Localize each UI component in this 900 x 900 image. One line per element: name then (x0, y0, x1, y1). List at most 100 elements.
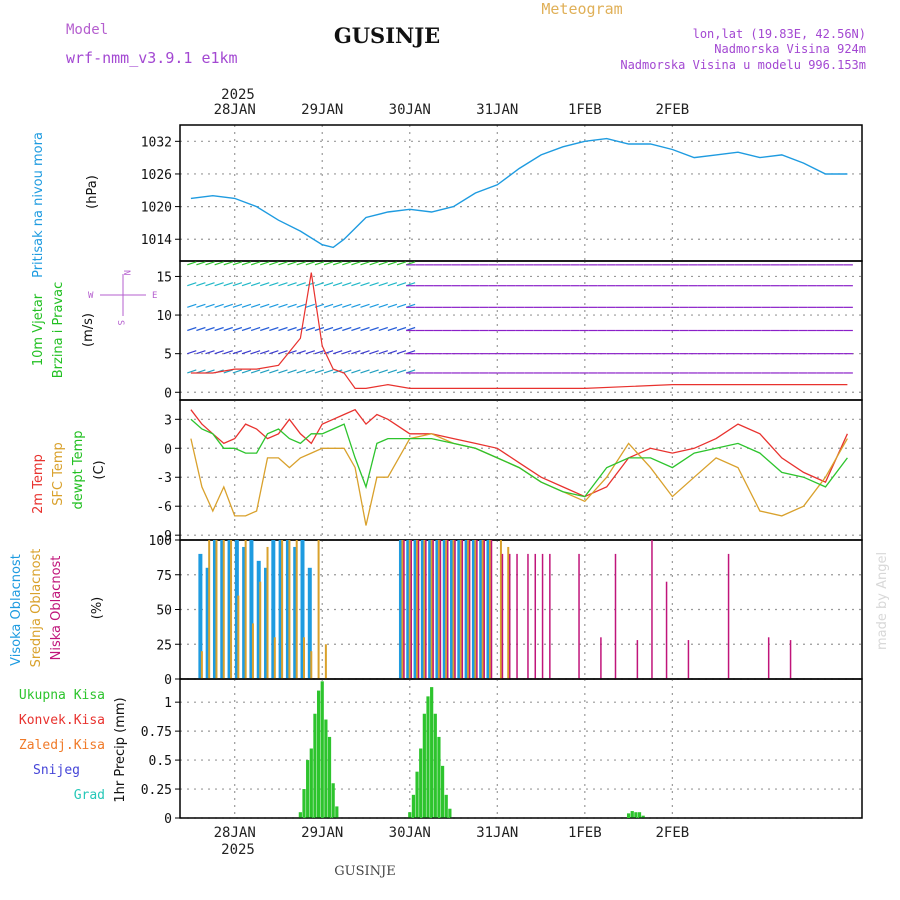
low-cloud-bar (651, 540, 653, 679)
bottom-date-label: 29JAN (301, 825, 343, 841)
wind-arrow (278, 303, 288, 308)
wind-arrow (323, 261, 334, 266)
sfc-temp-line (190, 433, 848, 526)
wind-arrow (369, 303, 379, 308)
high-cloud-bar (398, 540, 403, 679)
wind-arrow (360, 369, 370, 374)
compass-east: E (152, 291, 157, 301)
precip-bar (634, 812, 638, 818)
wind-arrow (314, 261, 325, 266)
mid-cloud-bar (230, 540, 233, 679)
wind-arrow (232, 303, 243, 308)
temp-label-sfc: SFC Temp (51, 442, 66, 506)
wind-arrow (214, 261, 224, 266)
mid-cloud-bar (259, 581, 262, 679)
wind-arrow (323, 303, 334, 308)
y-tick-label: 0 (164, 812, 172, 827)
low-cloud-bar (578, 553, 580, 679)
mid-cloud-bar (310, 651, 313, 679)
precip-bar (440, 765, 445, 818)
low-cloud-bar (461, 540, 464, 679)
wind-arrow (196, 350, 206, 355)
precip-bar (335, 806, 339, 818)
wind-arrow (351, 369, 361, 374)
compass-west: W (88, 291, 94, 301)
wind-arrow (241, 350, 252, 355)
wind-arrow (342, 261, 352, 266)
precip-bar (630, 811, 634, 818)
wind-arrow (223, 282, 233, 287)
wind-arrow (260, 261, 270, 266)
wind-arrow (287, 261, 297, 266)
precip-bar (637, 812, 642, 818)
wind-arrow (214, 282, 224, 287)
low-cloud-bar (665, 581, 668, 679)
compass-rose: W E N S (88, 270, 157, 325)
product-label: Meteogram (541, 0, 622, 18)
precip-bar (302, 789, 306, 818)
wind-arrow (305, 369, 316, 374)
wind-unit: (m/s) (81, 313, 96, 347)
wind-arrow (223, 261, 233, 266)
precip-bar (313, 713, 317, 818)
bottom-time-axis: 28JAN 29JAN 30JAN 31JAN 1FEB 2FEB (214, 825, 690, 841)
precip-bar (419, 748, 423, 818)
plot-area: 1014102010261032051015-9-6-3030255075100… (141, 124, 863, 827)
mid-cloud-bar (317, 540, 320, 679)
precip-bar (316, 690, 321, 818)
wind-arrow (314, 369, 325, 374)
page-title: GUSINJE (334, 23, 440, 48)
wind-arrow (378, 326, 388, 332)
high-cloud-bar (249, 540, 254, 679)
y-tick-label: 1 (164, 696, 172, 711)
top-date-label: 31JAN (476, 102, 518, 118)
wind-arrow (278, 369, 288, 374)
precip-bar (411, 794, 416, 818)
wind-arrow (223, 303, 233, 308)
high-cloud-bar (300, 540, 305, 679)
mid-cloud-bar (467, 540, 470, 679)
wind-arrow (187, 326, 197, 332)
low-cloud-bar (446, 540, 449, 679)
wind-arrow (187, 303, 197, 308)
high-cloud-bar (264, 567, 269, 679)
wind-arrow (232, 369, 243, 374)
mid-cloud-bar (452, 540, 455, 679)
panel-frame (179, 399, 863, 541)
low-cloud-bar (454, 540, 456, 679)
high-cloud-bar (464, 540, 469, 679)
precip-unit: 1hr Precip (mm) (113, 697, 128, 802)
panel-frame (179, 678, 863, 819)
top-date-label: 30JAN (389, 102, 431, 118)
wind-arrow (332, 350, 343, 355)
high-cloud-bar (285, 540, 290, 679)
precip-bar (422, 713, 426, 818)
high-cloud-bar (450, 540, 455, 679)
pressure-label: Pritisak na nivou mora (31, 132, 46, 278)
cloud-unit: (%) (90, 597, 105, 620)
wind-arrow (196, 261, 206, 266)
wind-arrow (396, 303, 407, 308)
bottom-date-label: 31JAN (476, 825, 518, 841)
wind-arrow (196, 303, 206, 308)
compass-south: S (115, 320, 125, 325)
y-tick-label: 1020 (141, 201, 172, 216)
wind-arrow (296, 350, 306, 355)
y-tick-label: -9 (156, 529, 172, 544)
mid-cloud-bar (244, 540, 247, 679)
mid-cloud-bar (215, 540, 218, 679)
wind-arrow (360, 261, 370, 266)
high-cloud-bar (428, 540, 433, 679)
precip-bar (320, 681, 324, 818)
wind-arrow (223, 326, 233, 332)
watermark: made by Angel (875, 552, 890, 650)
precip-bar (444, 794, 448, 818)
wind-arrow (223, 350, 233, 355)
low-cloud-bar (439, 540, 442, 679)
wind-arrow (269, 350, 279, 355)
low-cloud-bar (534, 553, 537, 679)
wind-arrow (351, 303, 361, 308)
wind-arrow (332, 369, 343, 374)
low-cloud-bar (727, 553, 730, 679)
high-cloud-bar (479, 540, 484, 679)
